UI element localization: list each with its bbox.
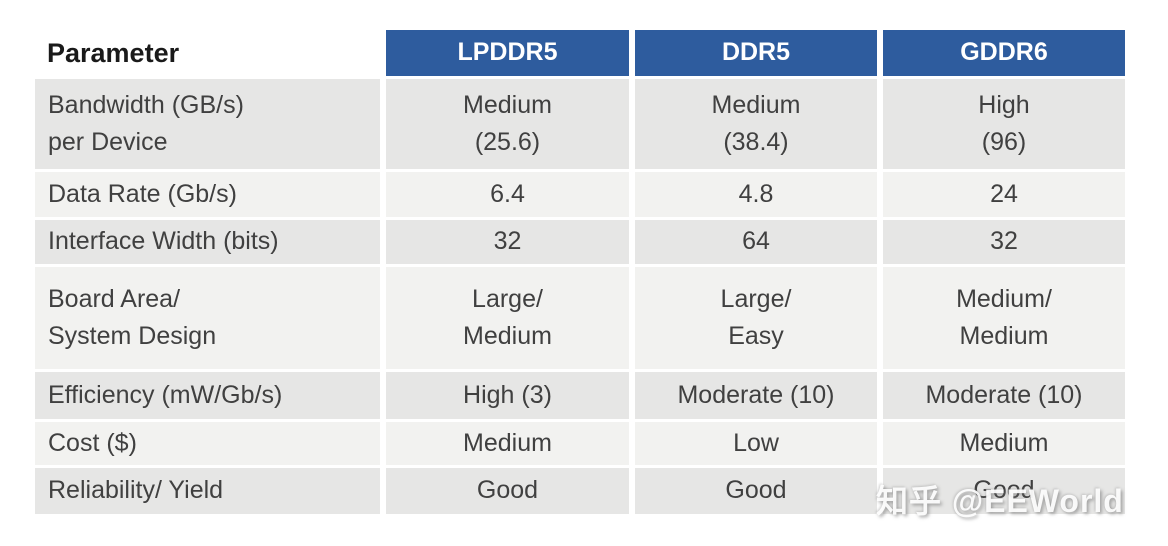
param-cell-efficiency: Efficiency (mW/Gb/s) bbox=[35, 372, 380, 419]
value-cell-bandwidth-ddr5: Medium (38.4) bbox=[635, 79, 877, 169]
value-cell-interface-width-gddr6: 32 bbox=[883, 220, 1125, 264]
value-cell-cost-lpddr5: Medium bbox=[386, 422, 629, 465]
value-cell-data-rate-ddr5: 4.8 bbox=[635, 172, 877, 217]
value-cell-board-area-gddr6: Medium/ Medium bbox=[883, 267, 1125, 369]
value-cell-board-area-lpddr5: Large/ Medium bbox=[386, 267, 629, 369]
param-cell-bandwidth: Bandwidth (GB/s) per Device bbox=[35, 79, 380, 169]
memory-comparison-table: Parameter LPDDR5 DDR5 GDDR6 Bandwidth (G… bbox=[35, 30, 1125, 514]
column-header-lpddr5: LPDDR5 bbox=[386, 30, 629, 76]
param-cell-data-rate: Data Rate (Gb/s) bbox=[35, 172, 380, 217]
value-cell-data-rate-gddr6: 24 bbox=[883, 172, 1125, 217]
param-cell-board-area: Board Area/ System Design bbox=[35, 267, 380, 369]
value-cell-data-rate-lpddr5: 6.4 bbox=[386, 172, 629, 217]
value-cell-efficiency-lpddr5: High (3) bbox=[386, 372, 629, 419]
value-cell-cost-ddr5: Low bbox=[635, 422, 877, 465]
column-header-ddr5: DDR5 bbox=[635, 30, 877, 76]
zhihu-watermark: 知乎 @EEWorld bbox=[876, 483, 1124, 519]
corner-header-parameter: Parameter bbox=[35, 30, 380, 76]
value-cell-reliability-lpddr5: Good bbox=[386, 468, 629, 514]
value-cell-reliability-gddr6: Good bbox=[883, 468, 1125, 514]
value-cell-interface-width-lpddr5: 32 bbox=[386, 220, 629, 264]
value-cell-efficiency-ddr5: Moderate (10) bbox=[635, 372, 877, 419]
value-cell-bandwidth-gddr6: High (96) bbox=[883, 79, 1125, 169]
param-cell-interface-width: Interface Width (bits) bbox=[35, 220, 380, 264]
column-header-gddr6: GDDR6 bbox=[883, 30, 1125, 76]
value-cell-efficiency-gddr6: Moderate (10) bbox=[883, 372, 1125, 419]
param-cell-cost: Cost ($) bbox=[35, 422, 380, 465]
value-cell-cost-gddr6: Medium bbox=[883, 422, 1125, 465]
param-cell-reliability: Reliability/ Yield bbox=[35, 468, 380, 514]
value-cell-reliability-ddr5: Good bbox=[635, 468, 877, 514]
value-cell-bandwidth-lpddr5: Medium (25.6) bbox=[386, 79, 629, 169]
value-cell-board-area-ddr5: Large/ Easy bbox=[635, 267, 877, 369]
value-cell-interface-width-ddr5: 64 bbox=[635, 220, 877, 264]
